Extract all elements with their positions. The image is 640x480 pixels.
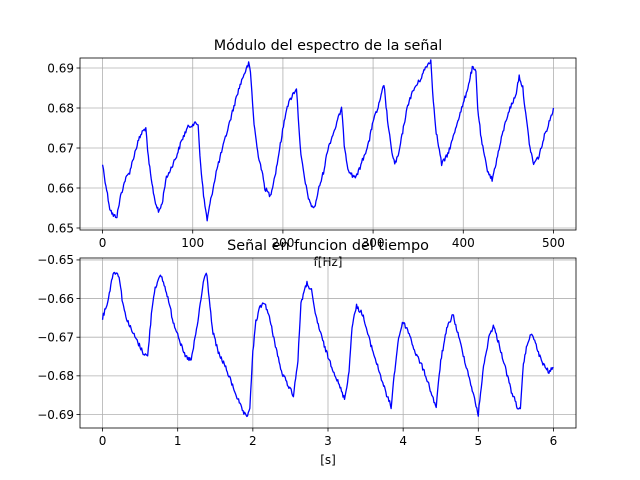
spectrum-ytick-label-4: 0.69 [47, 61, 74, 75]
spectrum-xtick-label-4: 400 [452, 236, 475, 250]
spectrum-ytick-label-0: 0.65 [47, 221, 74, 235]
time-signal-xtick-label-5: 5 [474, 434, 482, 448]
time-signal-xtick-label-6: 6 [550, 434, 558, 448]
time-signal-ytick-label-4: −0.69 [37, 408, 74, 422]
spectrum-title: Módulo del espectro de la señal [214, 38, 443, 54]
spectrum-xtick-label-1: 100 [181, 236, 204, 250]
time-signal-ytick-label-3: −0.68 [37, 369, 74, 383]
time-signal-panel: 0 1 2 3 4 5 6 −0.65 −0.66 −0.67 −0.68 −0.69 [s] Señ… [37, 238, 577, 467]
spectrum-xtick-label-3: 300 [362, 236, 385, 250]
spectrum-ytick-label-3: 0.68 [47, 101, 74, 115]
time-signal-xtick-label-0: 0 [99, 434, 107, 448]
time-signal-xtick-label-1: 1 [174, 434, 182, 448]
time-signal-title: Señal en funcion del tiempo [227, 238, 429, 254]
spectrum-xtick-label-2: 200 [271, 236, 294, 250]
spectrum-xtick-label-0: 0 [99, 236, 107, 250]
spectrum-ticks: 0 100 200 300 400 500 0.65 0.66 0.67 0.68 0.69 [47, 61, 565, 250]
time-signal-ytick-label-1: −0.66 [37, 292, 74, 306]
time-signal-xtick-label-3: 3 [324, 434, 332, 448]
time-signal-ytick-label-2: −0.67 [37, 331, 74, 345]
spectrum-xtick-label-5: 500 [542, 236, 565, 250]
time-signal-grid [80, 258, 576, 428]
spectrum-ytick-label-1: 0.66 [47, 181, 74, 195]
time-signal-xtick-label-4: 4 [399, 434, 407, 448]
time-signal-xtick-label-2: 2 [249, 434, 257, 448]
time-signal-plot-area [101, 271, 554, 418]
spectrum-plot-area [101, 59, 555, 222]
spectrum-grid [80, 58, 576, 230]
time-signal-ytick-label-0: −0.65 [37, 253, 74, 267]
time-signal-series-line-0 [101, 271, 554, 418]
spectrum-axes-frame [79, 57, 577, 231]
time-signal-ticks: 0 1 2 3 4 5 6 −0.65 −0.66 −0.67 −0.68 −0.69 [37, 253, 557, 448]
time-signal-x-axis-label: [s] [320, 453, 336, 467]
spectrum-ytick-label-2: 0.67 [47, 141, 74, 155]
spectrum-series-line-0 [101, 59, 555, 222]
